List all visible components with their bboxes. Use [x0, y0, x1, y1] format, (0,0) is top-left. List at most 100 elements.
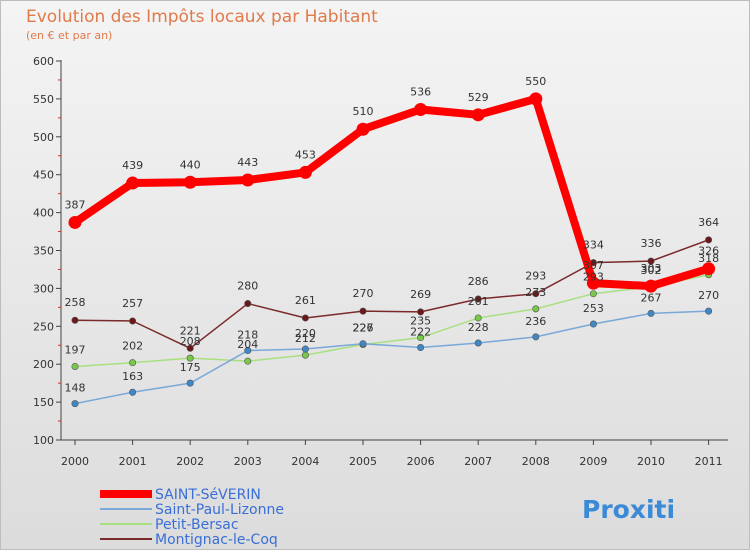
data-point — [474, 314, 482, 322]
data-point — [647, 309, 655, 317]
chart-title: Evolution des Impôts locaux par Habitant — [26, 7, 378, 27]
data-label: 387 — [65, 198, 86, 211]
data-label: 267 — [641, 291, 662, 304]
data-point — [186, 354, 194, 362]
data-point — [417, 344, 425, 352]
proxiti-logo: Proxiti — [582, 495, 675, 524]
legend: SAINT-SéVERINSaint-Paul-LizonnePetit-Ber… — [100, 487, 284, 548]
data-label: 202 — [122, 340, 143, 353]
data-point — [244, 300, 252, 308]
data-label: 318 — [698, 252, 719, 265]
data-label: 163 — [122, 370, 143, 383]
data-label: 270 — [698, 289, 719, 302]
series-line — [74, 239, 710, 350]
x-axis-ticks: 2000 2001 2002 2003 2004 2005 2006 2007 2008 2009… — [61, 440, 723, 468]
x-tick-label: 2004 — [291, 455, 319, 468]
data-point — [241, 173, 255, 187]
data-label: 303 — [641, 262, 662, 275]
chart-subtitle: (en € et par an) — [26, 29, 112, 42]
data-point — [356, 122, 370, 136]
data-point — [129, 359, 137, 367]
data-label: 443 — [237, 156, 258, 169]
y-tick-label: 300 — [33, 282, 54, 295]
x-tick-label: 2011 — [695, 455, 723, 468]
data-label: 529 — [468, 91, 489, 104]
data-label: 453 — [295, 148, 316, 161]
y-tick-label: 350 — [33, 245, 54, 258]
data-label: 293 — [583, 271, 604, 284]
x-tick-label: 2005 — [349, 455, 377, 468]
x-tick-label: 2006 — [407, 455, 435, 468]
data-label: 536 — [410, 86, 431, 99]
y-tick-label: 550 — [33, 93, 54, 106]
data-point — [705, 307, 713, 315]
data-label: 197 — [65, 343, 86, 356]
data-point — [183, 175, 197, 189]
x-tick-label: 2010 — [637, 455, 665, 468]
legend-label: SAINT-SéVERIN — [155, 487, 261, 503]
data-point — [532, 305, 540, 313]
data-point — [126, 176, 140, 190]
data-label: 280 — [237, 280, 258, 293]
x-tick-label: 2009 — [579, 455, 607, 468]
data-point — [359, 307, 367, 315]
data-point — [586, 276, 600, 290]
data-label: 222 — [410, 326, 431, 339]
data-label: 148 — [65, 382, 86, 395]
data-label: 550 — [525, 75, 546, 88]
data-point — [702, 262, 716, 276]
data-point — [529, 92, 543, 106]
data-label: 269 — [410, 288, 431, 301]
data-label: 258 — [65, 296, 86, 309]
data-label: 364 — [698, 216, 719, 229]
data-label: 302 — [641, 264, 662, 277]
y-tick-label: 400 — [33, 207, 54, 220]
y-axis-ticks: 100 150 200 250 300 350 400 450 500 550 600 — [33, 55, 61, 447]
data-point — [644, 279, 658, 293]
data-point — [301, 351, 309, 359]
x-tick-label: 2007 — [464, 455, 492, 468]
data-label: 220 — [295, 327, 316, 340]
data-point — [71, 362, 79, 370]
data-point — [589, 320, 597, 328]
data-point — [71, 400, 79, 408]
data-point — [414, 103, 428, 117]
data-point — [244, 347, 252, 355]
data-label: 175 — [180, 361, 201, 374]
data-point — [301, 345, 309, 353]
y-tick-label: 100 — [33, 434, 54, 447]
series-petit-bersac — [71, 271, 713, 370]
data-label: 440 — [180, 158, 201, 171]
data-label: 439 — [122, 159, 143, 172]
data-point — [471, 108, 485, 122]
data-labels-layer: 148 163 175 218 220 227 222 228 236 253 267 270 197 2… — [65, 75, 720, 395]
data-point — [186, 344, 194, 352]
data-label: 253 — [583, 302, 604, 315]
data-point — [298, 165, 312, 179]
data-point — [417, 308, 425, 316]
data-label: 273 — [525, 286, 546, 299]
data-point — [417, 334, 425, 342]
data-label: 204 — [237, 338, 258, 351]
data-point — [301, 314, 309, 322]
data-label: 228 — [468, 321, 489, 334]
data-label: 235 — [410, 315, 431, 328]
data-label: 208 — [180, 335, 201, 348]
data-label: 261 — [468, 295, 489, 308]
data-point — [244, 357, 252, 365]
data-label: 270 — [353, 287, 374, 300]
data-label: 326 — [698, 245, 719, 258]
series-layer — [68, 92, 716, 408]
data-point — [532, 333, 540, 341]
legend-label: Petit-Bersac — [155, 517, 239, 533]
data-label: 257 — [122, 297, 143, 310]
y-tick-label: 250 — [33, 320, 54, 333]
y-tick-label: 200 — [33, 358, 54, 371]
data-label: 226 — [353, 321, 374, 334]
data-point — [359, 340, 367, 348]
series-montignac-le-coq — [71, 236, 713, 352]
data-label: 293 — [525, 270, 546, 283]
data-label: 286 — [468, 275, 489, 288]
data-label: 307 — [583, 259, 604, 272]
